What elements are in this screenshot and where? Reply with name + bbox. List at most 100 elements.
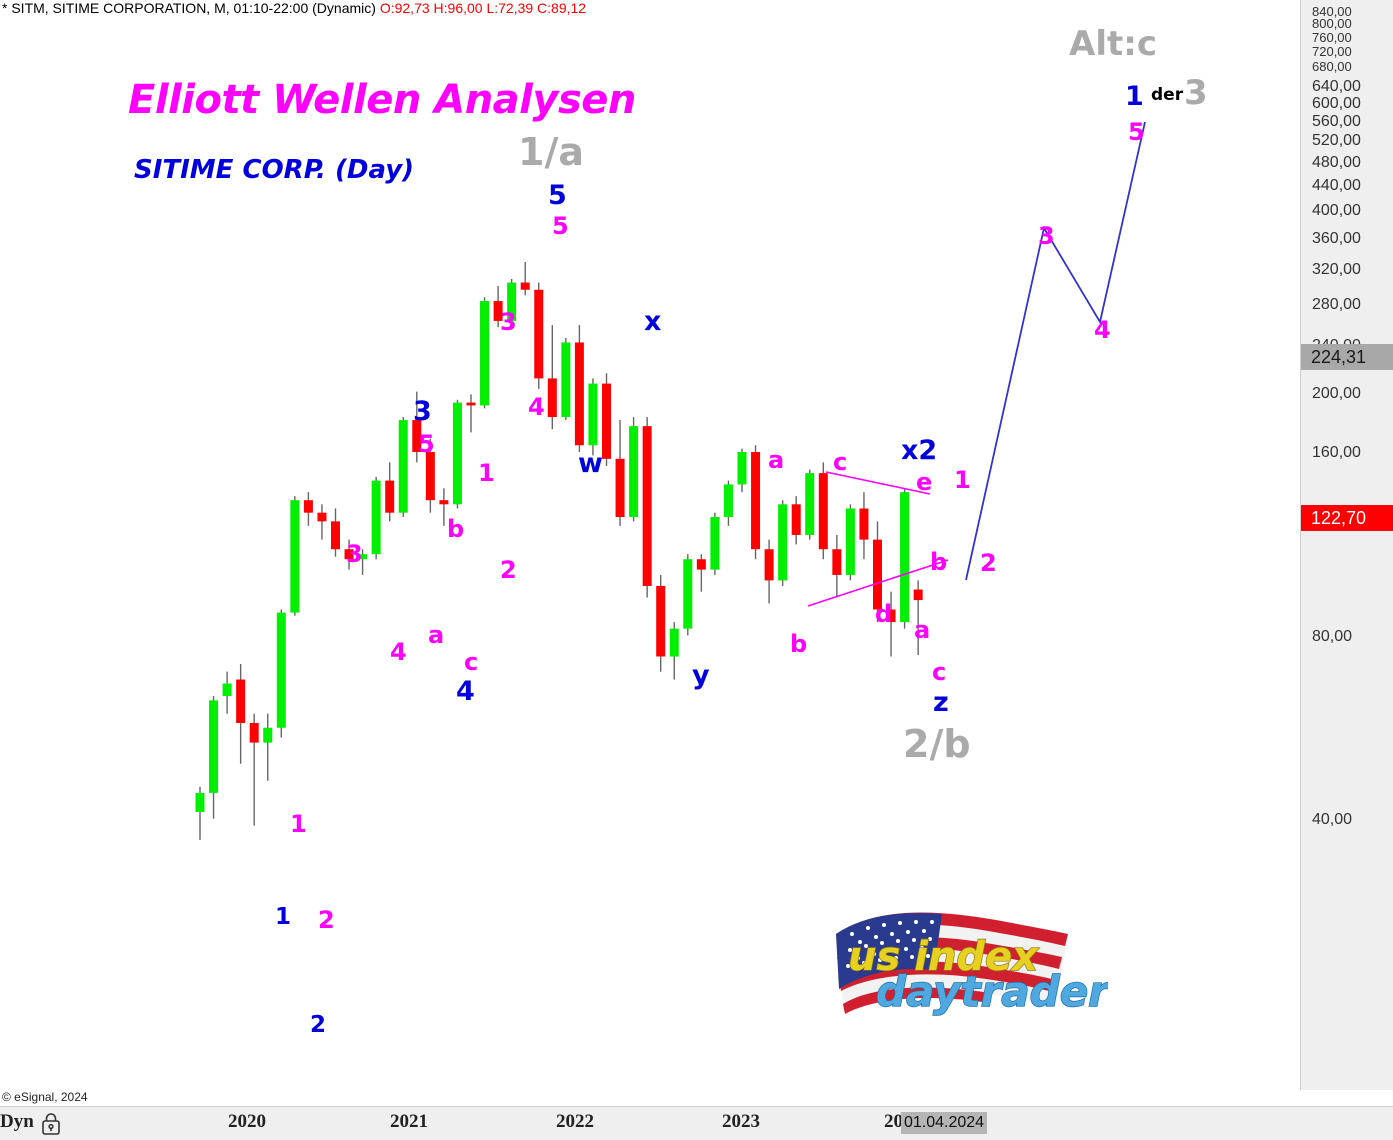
wave-label-m2lo: 2 xyxy=(318,906,335,934)
triangle-lower-line xyxy=(807,559,949,607)
projection-path xyxy=(965,121,1146,581)
wave-label-m3b: 3 xyxy=(500,308,517,336)
price-marker-grey: 224,31 xyxy=(1301,344,1393,370)
lock-icon[interactable] xyxy=(40,1112,62,1136)
candle-body xyxy=(656,585,666,657)
candle-body xyxy=(358,554,368,560)
price-tick: 560,00 xyxy=(1312,112,1361,130)
wave-label-mb2: b xyxy=(790,630,808,658)
wave-label-m4a: 4 xyxy=(390,638,407,666)
wave-label-m2c: 2 xyxy=(980,549,997,577)
wave-label-mc1: c xyxy=(464,648,479,676)
candle-body xyxy=(195,792,205,812)
wave-label-b5: 5 xyxy=(548,180,567,211)
price-tick: 760,00 xyxy=(1312,30,1352,46)
candle-body xyxy=(710,516,720,570)
price-tick: 320,00 xyxy=(1312,260,1361,278)
time-tick: 2023 xyxy=(722,1111,760,1132)
price-tick: 440,00 xyxy=(1312,176,1361,194)
wave-label-ma1: a xyxy=(428,621,445,649)
copyright-text: © eSignal, 2024 xyxy=(2,1090,88,1104)
wave-label-b4: 4 xyxy=(456,676,475,707)
candle-body xyxy=(845,508,855,575)
candle-body xyxy=(276,612,286,728)
candle-body xyxy=(452,402,462,505)
time-tick: 2021 xyxy=(390,1111,428,1132)
candle-body xyxy=(290,500,300,613)
us-flag-icon xyxy=(836,912,1068,1014)
time-tick: 2022 xyxy=(556,1111,594,1132)
candle-body xyxy=(412,420,422,452)
wave-label-mc2: c xyxy=(833,448,848,476)
price-tick: 720,00 xyxy=(1312,44,1352,60)
candle-body xyxy=(317,512,327,522)
candle-body xyxy=(425,451,435,501)
wave-label-one-der: 1 xyxy=(1125,81,1144,112)
price-tick: 40,00 xyxy=(1312,811,1353,828)
price-tick: 280,00 xyxy=(1312,296,1361,314)
price-tick: 640,00 xyxy=(1312,77,1361,95)
triangle-upper-line xyxy=(825,471,931,495)
wave-label-m1b: 1 xyxy=(478,459,495,487)
overlay-lines xyxy=(807,121,1146,607)
wave-label-m4b: 4 xyxy=(528,393,545,421)
candle-body xyxy=(683,559,693,629)
candle-body xyxy=(209,700,219,793)
wave-label-m3p: 3 xyxy=(1038,222,1055,250)
candle-body xyxy=(805,473,815,535)
wave-label-der: der xyxy=(1151,85,1184,105)
price-tick: 520,00 xyxy=(1312,132,1361,150)
wave-label-deg2-b: 2/b xyxy=(903,722,971,766)
candle-body xyxy=(480,301,490,406)
chart-subtitle: SITIME CORP. (Day) xyxy=(134,155,415,185)
candle-body xyxy=(520,282,530,290)
candle-body xyxy=(818,473,828,550)
candle-body xyxy=(561,342,571,418)
candle-body xyxy=(873,539,882,610)
candle-body xyxy=(859,508,869,540)
price-tick: 400,00 xyxy=(1312,201,1361,219)
wave-label-bx: x xyxy=(644,306,662,337)
candle-body xyxy=(669,628,679,657)
time-tick: 2020 xyxy=(228,1111,266,1132)
wave-label-ma2: a xyxy=(768,446,785,474)
time-axis[interactable]: Dyn 20202021202220232024 01.04.2024 xyxy=(0,1106,1393,1140)
candle-body xyxy=(913,589,923,601)
candle-body xyxy=(696,559,706,570)
candle-body xyxy=(642,426,652,586)
candle-body xyxy=(398,420,408,513)
candle-body xyxy=(751,451,761,550)
wave-label-b1lo: 1 xyxy=(275,904,292,930)
candle-body xyxy=(832,549,842,575)
candle-body xyxy=(439,500,449,505)
wave-label-m5p: 5 xyxy=(1128,118,1145,146)
wave-label-m5b: 5 xyxy=(552,212,569,240)
wave-label-b3: 3 xyxy=(413,396,432,427)
current-price-marker: 122,70 xyxy=(1301,505,1393,531)
price-axis[interactable]: 840,00 800,00 760,00 720,00 680,00 640,00 600,… xyxy=(1300,0,1393,1090)
candle-body xyxy=(615,458,625,517)
dyn-label: Dyn xyxy=(0,1111,34,1132)
price-tick: 360,00 xyxy=(1312,229,1361,247)
page-title: Elliott Wellen Analysen xyxy=(128,77,636,123)
candle-body xyxy=(236,679,246,723)
candle-body xyxy=(263,727,273,743)
chart-plot-area[interactable]: Elliott Wellen Analysen SITIME CORP. (Da… xyxy=(0,22,1300,1090)
candle-body xyxy=(534,289,544,379)
wave-label-by: y xyxy=(692,660,710,691)
symbol-info: * SITM, SITIME CORPORATION, M, 01:10-22:… xyxy=(2,0,376,16)
candle-body xyxy=(574,342,584,446)
logo-text-bottom: daytrader xyxy=(876,967,1108,1016)
wave-label-mc3: c xyxy=(932,658,947,686)
wave-label-three-g: 3 xyxy=(1184,73,1208,113)
wave-label-m3a: 3 xyxy=(346,540,363,568)
candle-body xyxy=(331,521,340,550)
wave-label-bw: w xyxy=(578,448,603,479)
wave-label-alt-c: Alt:c xyxy=(1069,24,1157,64)
price-tick: 800,00 xyxy=(1312,16,1352,32)
price-tick: 480,00 xyxy=(1312,153,1361,171)
logo-text-top: us index xyxy=(848,934,1039,980)
candle-body xyxy=(371,480,381,555)
wave-label-m1c: 1 xyxy=(954,466,971,494)
